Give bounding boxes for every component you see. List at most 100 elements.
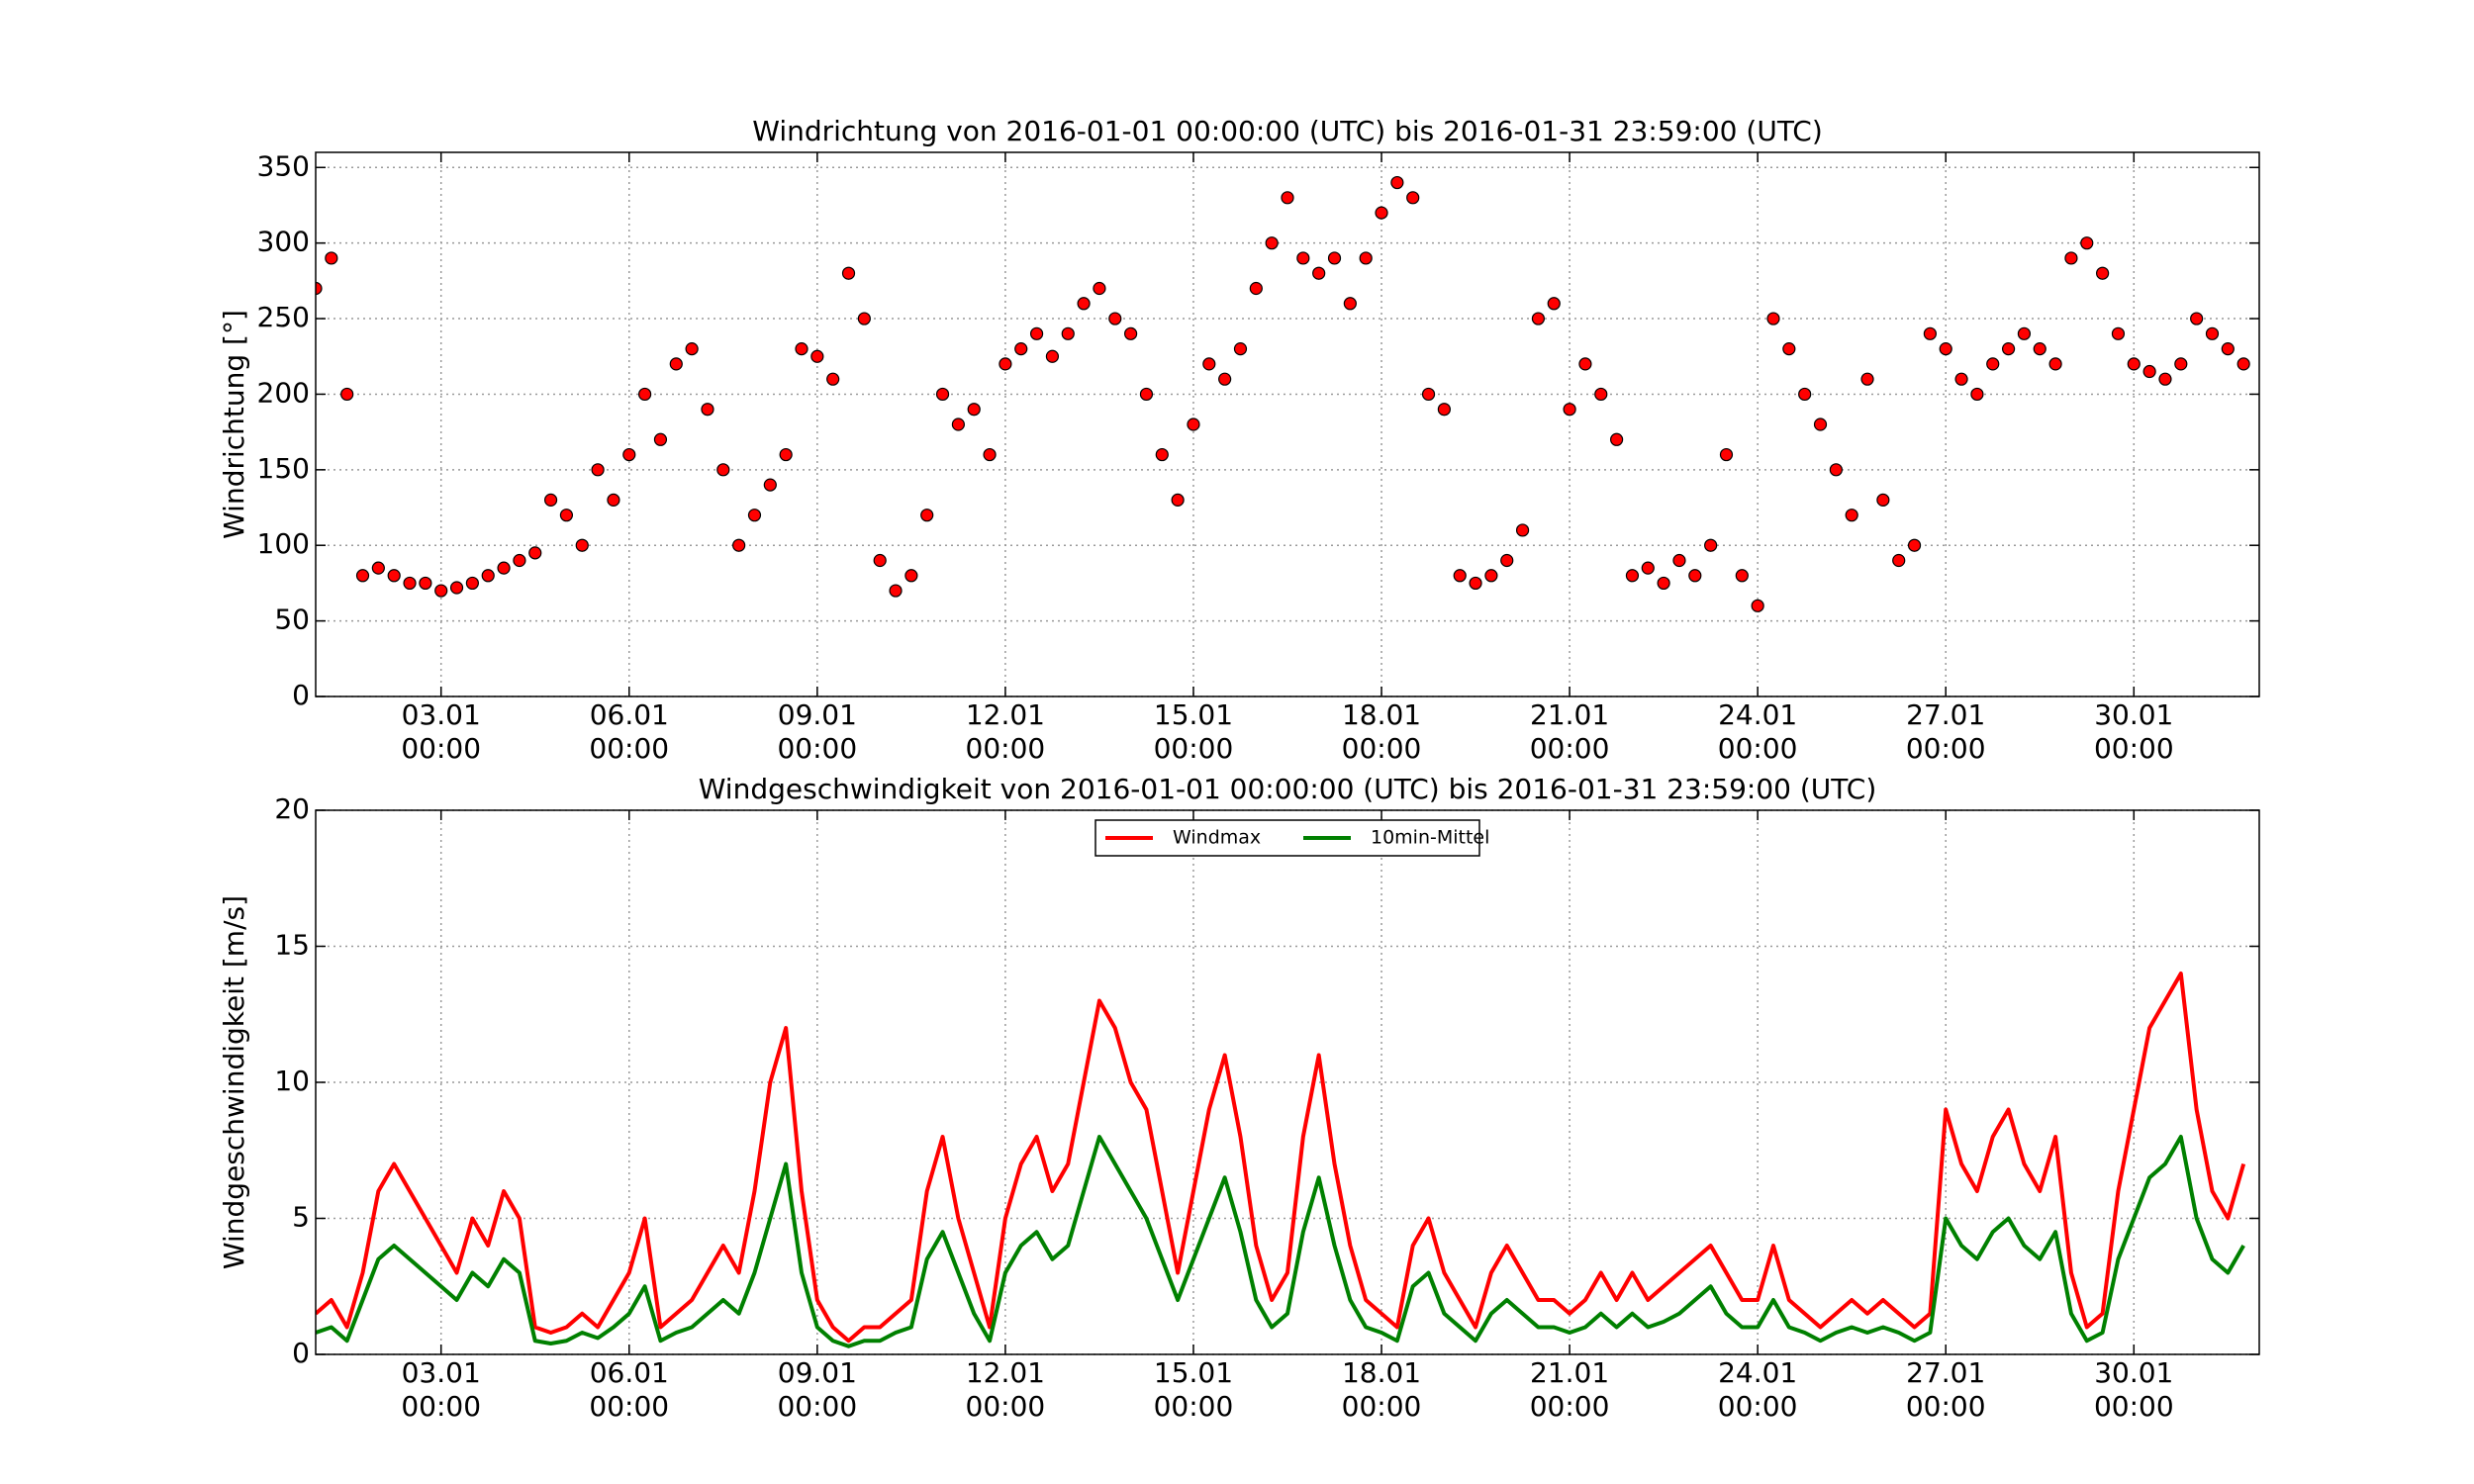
y-tick-label: 0 [292, 679, 310, 711]
scatter-point [622, 447, 636, 462]
scatter-point [983, 447, 997, 462]
scatter-point [1406, 191, 1420, 205]
scatter-point [1845, 509, 1858, 522]
x-tick-label: 18.01 [1342, 698, 1421, 731]
x-tick-label: 12.01 [966, 1356, 1045, 1389]
x-tick-label: 09.01 [778, 698, 857, 731]
scatter-point [2096, 266, 2110, 280]
scatter-point [826, 372, 840, 386]
scatter-point [1939, 342, 1952, 356]
y-tick-label: 0 [292, 1337, 310, 1369]
scatter-point [1594, 387, 1608, 402]
scatter-point [889, 584, 903, 598]
scatter-point [701, 403, 714, 417]
scatter-point [1970, 387, 1984, 402]
scatter-point [1735, 569, 1749, 583]
y-tick-label: 5 [292, 1201, 310, 1234]
scatter-point [716, 463, 730, 477]
x-tick-label: 00:00 [966, 732, 1046, 765]
x-tick-label: 00:00 [777, 1390, 857, 1423]
scatter-point [325, 251, 338, 265]
scatter-point [841, 266, 856, 280]
scatter-point [1688, 569, 1702, 583]
scatter-point [1625, 569, 1640, 583]
scatter-point [607, 493, 620, 507]
scatter-point [810, 349, 824, 363]
scatter-point [1484, 569, 1498, 583]
x-tick-label: 27.01 [1906, 698, 1985, 731]
plot-area [316, 152, 2259, 696]
x-tick-label: 24.01 [1718, 1356, 1797, 1389]
scatter-point [2236, 357, 2250, 371]
scatter-point [1249, 281, 1263, 296]
scatter-point [1124, 326, 1138, 340]
scatter-point [1719, 447, 1734, 462]
scatter-point [1139, 387, 1154, 402]
scatter-point [1108, 312, 1122, 325]
x-tick-label: 00:00 [1154, 732, 1234, 765]
legend-label: 10min-Mittel [1371, 827, 1489, 849]
scatter-point [543, 493, 558, 507]
legend-box [1094, 819, 1480, 857]
scatter-point [1029, 326, 1044, 340]
scatter-point [387, 569, 401, 583]
scatter-point [419, 576, 432, 591]
x-tick-label: 00:00 [1342, 1390, 1422, 1423]
scatter-point [434, 584, 448, 598]
scatter-point [2205, 326, 2220, 340]
scatter-point [920, 509, 934, 522]
scatter-point [2190, 312, 2204, 325]
scatter-point [1093, 281, 1106, 296]
scatter-point [1437, 403, 1451, 417]
scatter-point [1986, 357, 2000, 371]
scatter-point [1327, 251, 1342, 265]
data-layer [316, 175, 2250, 612]
y-tick-label: 15 [274, 929, 310, 962]
scatter-point [1281, 191, 1294, 205]
x-tick-label: 03.01 [402, 698, 481, 731]
y-tick-label: 50 [274, 603, 310, 636]
scatter-point [1061, 326, 1075, 340]
scatter-point [967, 403, 981, 417]
scatter-point [2127, 357, 2141, 371]
x-tick-label: 30.01 [2094, 1356, 2173, 1389]
legend: Windmax 10min-Mittel [1094, 819, 1489, 857]
scatter-point [340, 387, 354, 402]
scatter-point [1531, 312, 1546, 325]
scatter-point [1187, 417, 1200, 431]
x-tick-label: 00:00 [401, 1390, 481, 1423]
x-tick-label: 03.01 [402, 1356, 481, 1389]
x-tick-label: 00:00 [966, 1390, 1046, 1423]
x-tick-label: 06.01 [590, 1356, 669, 1389]
scatter-point [1954, 372, 1968, 386]
scatter-point [1343, 297, 1357, 311]
scatter-point [2033, 342, 2046, 356]
chart-title: Windrichtung von 2016-01-01 00:00:00 (UT… [752, 115, 1823, 147]
scatter-point [2111, 326, 2126, 340]
x-tick-label: 00:00 [1718, 732, 1798, 765]
plot-frame [315, 809, 2260, 1355]
scatter-point [1077, 297, 1091, 311]
scatter-point [1704, 538, 1718, 552]
scatter-point [1296, 251, 1310, 265]
scatter-point [1798, 387, 1812, 402]
scatter-point [1500, 553, 1514, 568]
scatter-point [355, 569, 370, 583]
y-tick-label: 250 [257, 301, 310, 333]
scatter-point [591, 463, 605, 477]
x-tick-label: 30.01 [2094, 698, 2173, 731]
x-tick-label: 00:00 [1154, 1390, 1234, 1423]
scatter-point [1171, 493, 1185, 507]
scatter-point [951, 417, 965, 431]
panel: 0510152003.0100:0006.0100:0009.0100:0012… [218, 773, 2260, 1423]
x-tick-label: 09.01 [778, 1356, 857, 1389]
scatter-point [1390, 175, 1404, 190]
scatter-point [316, 281, 323, 296]
y-tick-label: 300 [257, 226, 310, 258]
scatter-point [1265, 236, 1279, 250]
x-tick-label: 15.01 [1154, 1356, 1233, 1389]
scatter-point [1641, 561, 1655, 575]
scatter-point [904, 569, 918, 583]
scatter-point [1657, 576, 1670, 591]
y-tick-label: 20 [274, 792, 310, 825]
